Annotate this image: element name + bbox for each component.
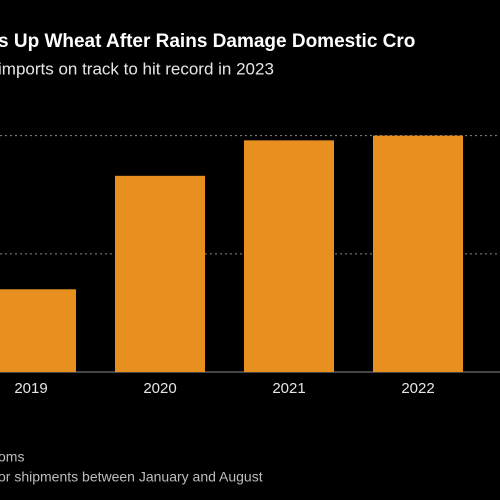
bar bbox=[0, 289, 76, 372]
x-tick-label: 2020 bbox=[143, 380, 176, 397]
x-tick-label: 2022 bbox=[401, 380, 434, 397]
x-tick-label: 2021 bbox=[272, 380, 305, 397]
x-tick-label: 2019 bbox=[14, 380, 47, 397]
chart-title: s Up Wheat After Rains Damage Domestic C… bbox=[0, 31, 415, 52]
bar bbox=[244, 140, 334, 372]
source-note: oms bbox=[0, 449, 24, 465]
chart-subtitle: imports on track to hit record in 2023 bbox=[0, 59, 274, 78]
footnote: or shipments between January and August bbox=[0, 469, 263, 485]
bar bbox=[373, 135, 463, 372]
bar bbox=[115, 175, 205, 372]
